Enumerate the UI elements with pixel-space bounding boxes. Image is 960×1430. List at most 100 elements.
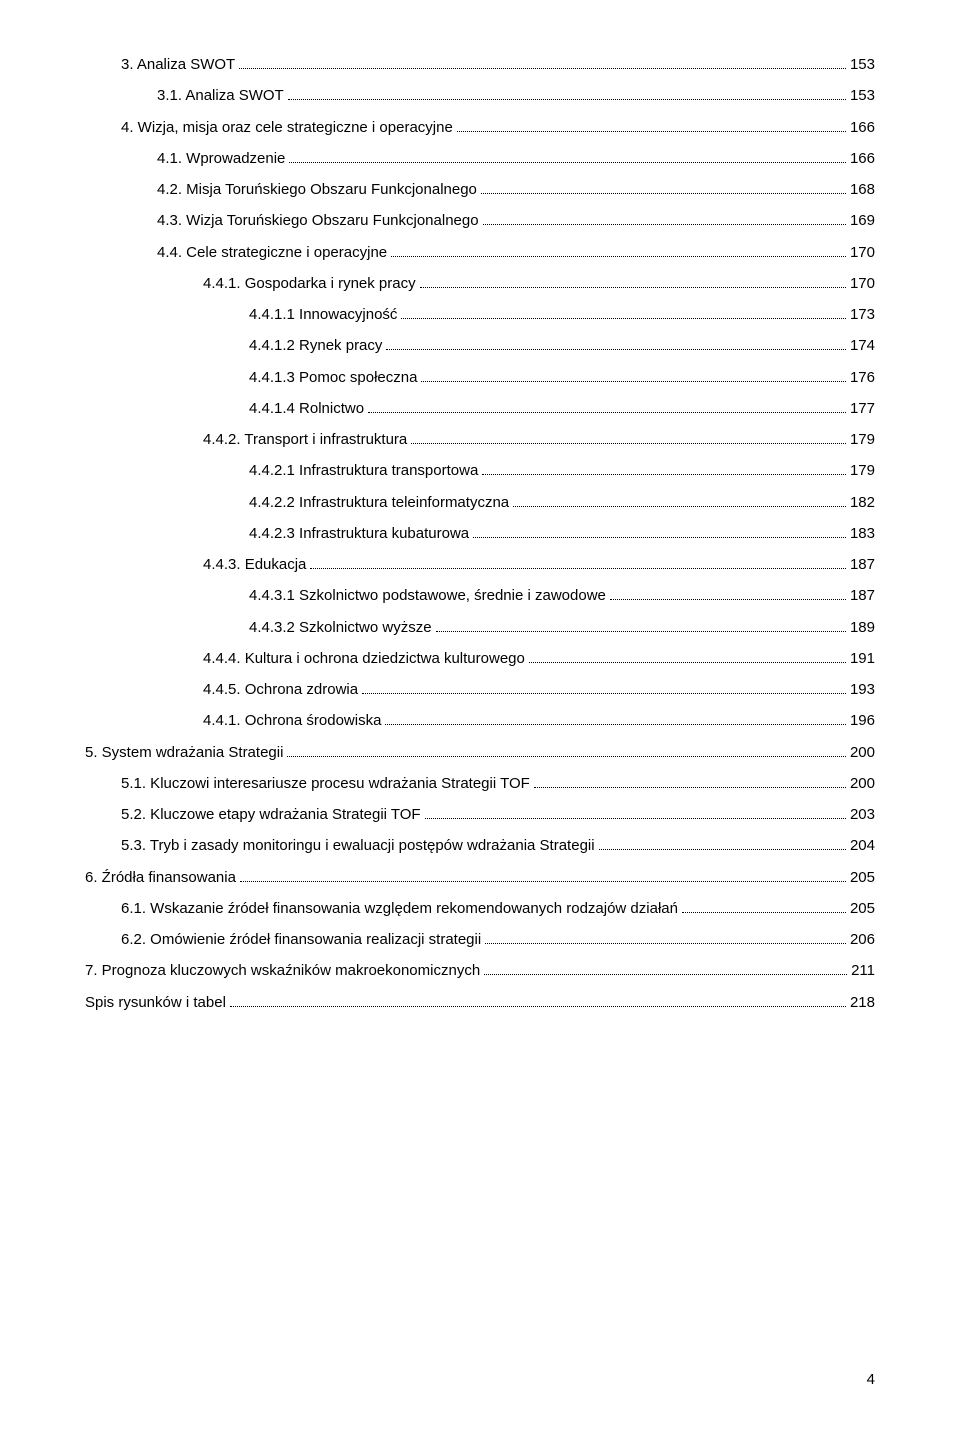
toc-entry: 4.4.1.2 Rynek pracy174 bbox=[85, 331, 875, 360]
toc-page: 177 bbox=[850, 394, 875, 423]
toc-leader-dots bbox=[230, 1006, 846, 1007]
toc-page: 169 bbox=[850, 206, 875, 235]
toc-entry: Spis rysunków i tabel 218 bbox=[85, 988, 875, 1017]
toc-entry: 3.1. Analiza SWOT 153 bbox=[85, 81, 875, 110]
toc-label: 4.4.2.3 Infrastruktura kubaturowa bbox=[249, 519, 469, 548]
toc-page: 182 bbox=[850, 488, 875, 517]
toc-leader-dots bbox=[484, 974, 847, 975]
toc-leader-dots bbox=[482, 474, 846, 475]
toc-page: 193 bbox=[850, 675, 875, 704]
toc-page: 153 bbox=[850, 50, 875, 79]
toc-leader-dots bbox=[288, 99, 846, 100]
toc-page: 200 bbox=[850, 769, 875, 798]
toc-label: 4.4.3.1 Szkolnictwo podstawowe, średnie … bbox=[249, 581, 606, 610]
toc-label: 5.1. Kluczowi interesariusze procesu wdr… bbox=[121, 769, 530, 798]
toc-leader-dots bbox=[473, 537, 846, 538]
toc-label: 7. Prognoza kluczowych wskaźników makroe… bbox=[85, 956, 480, 985]
toc-label: 4. Wizja, misja oraz cele strategiczne i… bbox=[121, 113, 453, 142]
toc-page: 206 bbox=[850, 925, 875, 954]
toc-page: 173 bbox=[850, 300, 875, 329]
toc-page: 218 bbox=[850, 988, 875, 1017]
toc-entry: 5.3. Tryb i zasady monitoringu i ewaluac… bbox=[85, 831, 875, 860]
toc-page: 189 bbox=[850, 613, 875, 642]
toc-entry: 4.4. Cele strategiczne i operacyjne 170 bbox=[85, 238, 875, 267]
toc-leader-dots bbox=[385, 724, 846, 725]
toc-leader-dots bbox=[239, 68, 846, 69]
toc-label: 4.4.2.1 Infrastruktura transportowa bbox=[249, 456, 478, 485]
toc-entry: 4.4.1. Ochrona środowiska196 bbox=[85, 706, 875, 735]
toc-label: Spis rysunków i tabel bbox=[85, 988, 226, 1017]
toc-leader-dots bbox=[420, 287, 846, 288]
toc-label: 4.4.4. Kultura i ochrona dziedzictwa kul… bbox=[203, 644, 525, 673]
toc-label: 4.4.1.4 Rolnictwo bbox=[249, 394, 364, 423]
toc-label: 3.1. Analiza SWOT bbox=[157, 81, 284, 110]
toc-leader-dots bbox=[391, 256, 846, 257]
toc-leader-dots bbox=[610, 599, 846, 600]
toc-label: 6. Źródła finansowania bbox=[85, 863, 236, 892]
toc-page: 153 bbox=[850, 81, 875, 110]
toc-leader-dots bbox=[289, 162, 846, 163]
toc-label: 4.4.5. Ochrona zdrowia bbox=[203, 675, 358, 704]
toc-entry: 4.4.1.3 Pomoc społeczna 176 bbox=[85, 363, 875, 392]
toc-entry: 6.2. Omówienie źródeł finansowania reali… bbox=[85, 925, 875, 954]
toc-leader-dots bbox=[425, 818, 846, 819]
toc-page: 205 bbox=[850, 894, 875, 923]
toc-leader-dots bbox=[534, 787, 846, 788]
toc-label: 4.4.3. Edukacja bbox=[203, 550, 306, 579]
toc-label: 5.2. Kluczowe etapy wdrażania Strategii … bbox=[121, 800, 421, 829]
toc-entry: 4.4.1.4 Rolnictwo 177 bbox=[85, 394, 875, 423]
toc-entry: 7. Prognoza kluczowych wskaźników makroe… bbox=[85, 956, 875, 985]
toc-page: 166 bbox=[850, 144, 875, 173]
toc-leader-dots bbox=[485, 943, 846, 944]
toc-label: 4.4.1.1 Innowacyjność bbox=[249, 300, 397, 329]
toc-page: 204 bbox=[850, 831, 875, 860]
toc-page: 179 bbox=[850, 456, 875, 485]
toc-entry: 5.1. Kluczowi interesariusze procesu wdr… bbox=[85, 769, 875, 798]
toc-page: 168 bbox=[850, 175, 875, 204]
toc-leader-dots bbox=[483, 224, 846, 225]
toc-page: 170 bbox=[850, 269, 875, 298]
toc-page: 183 bbox=[850, 519, 875, 548]
toc-entry: 4.4.2. Transport i infrastruktura179 bbox=[85, 425, 875, 454]
toc-leader-dots bbox=[436, 631, 846, 632]
toc-entry: 4.2. Misja Toruńskiego Obszaru Funkcjona… bbox=[85, 175, 875, 204]
toc-label: 4.2. Misja Toruńskiego Obszaru Funkcjona… bbox=[157, 175, 477, 204]
toc-leader-dots bbox=[401, 318, 846, 319]
toc-leader-dots bbox=[529, 662, 846, 663]
toc-entry: 4.4.2.1 Infrastruktura transportowa 179 bbox=[85, 456, 875, 485]
toc-label: 4.4. Cele strategiczne i operacyjne bbox=[157, 238, 387, 267]
toc-entry: 4.4.1.1 Innowacyjność 173 bbox=[85, 300, 875, 329]
toc-leader-dots bbox=[457, 131, 846, 132]
toc-label: 4.4.1.3 Pomoc społeczna bbox=[249, 363, 417, 392]
toc-entry: 4.4.5. Ochrona zdrowia 193 bbox=[85, 675, 875, 704]
toc-label: 6.1. Wskazanie źródeł finansowania wzglę… bbox=[121, 894, 678, 923]
toc-page: 170 bbox=[850, 238, 875, 267]
toc-leader-dots bbox=[287, 756, 846, 757]
toc-leader-dots bbox=[310, 568, 846, 569]
toc-entry: 4.4.2.3 Infrastruktura kubaturowa 183 bbox=[85, 519, 875, 548]
toc-leader-dots bbox=[682, 912, 846, 913]
toc-label: 4.4.1.2 Rynek pracy bbox=[249, 331, 382, 360]
toc-label: 5. System wdrażania Strategii bbox=[85, 738, 283, 767]
toc-entry: 4.4.1. Gospodarka i rynek pracy170 bbox=[85, 269, 875, 298]
toc-entry: 6.1. Wskazanie źródeł finansowania wzglę… bbox=[85, 894, 875, 923]
toc-page: 187 bbox=[850, 550, 875, 579]
toc-page: 176 bbox=[850, 363, 875, 392]
toc-entry: 5.2. Kluczowe etapy wdrażania Strategii … bbox=[85, 800, 875, 829]
toc-leader-dots bbox=[362, 693, 846, 694]
toc-label: 4.3. Wizja Toruńskiego Obszaru Funkcjona… bbox=[157, 206, 479, 235]
toc-label: 4.1. Wprowadzenie bbox=[157, 144, 285, 173]
toc-page: 166 bbox=[850, 113, 875, 142]
toc-leader-dots bbox=[599, 849, 846, 850]
toc-entry: 4.1. Wprowadzenie 166 bbox=[85, 144, 875, 173]
toc-entry: 4.4.3.2 Szkolnictwo wyższe 189 bbox=[85, 613, 875, 642]
toc-entry: 4.4.2.2 Infrastruktura teleinformatyczna… bbox=[85, 488, 875, 517]
toc-page: 211 bbox=[851, 956, 875, 985]
page-number: 4 bbox=[867, 1371, 875, 1388]
toc-leader-dots bbox=[368, 412, 846, 413]
toc-label: 4.4.3.2 Szkolnictwo wyższe bbox=[249, 613, 432, 642]
toc-page: 196 bbox=[850, 706, 875, 735]
toc-entry: 4.4.3. Edukacja 187 bbox=[85, 550, 875, 579]
toc-entry: 3. Analiza SWOT153 bbox=[85, 50, 875, 79]
toc-label: 4.4.2.2 Infrastruktura teleinformatyczna bbox=[249, 488, 509, 517]
